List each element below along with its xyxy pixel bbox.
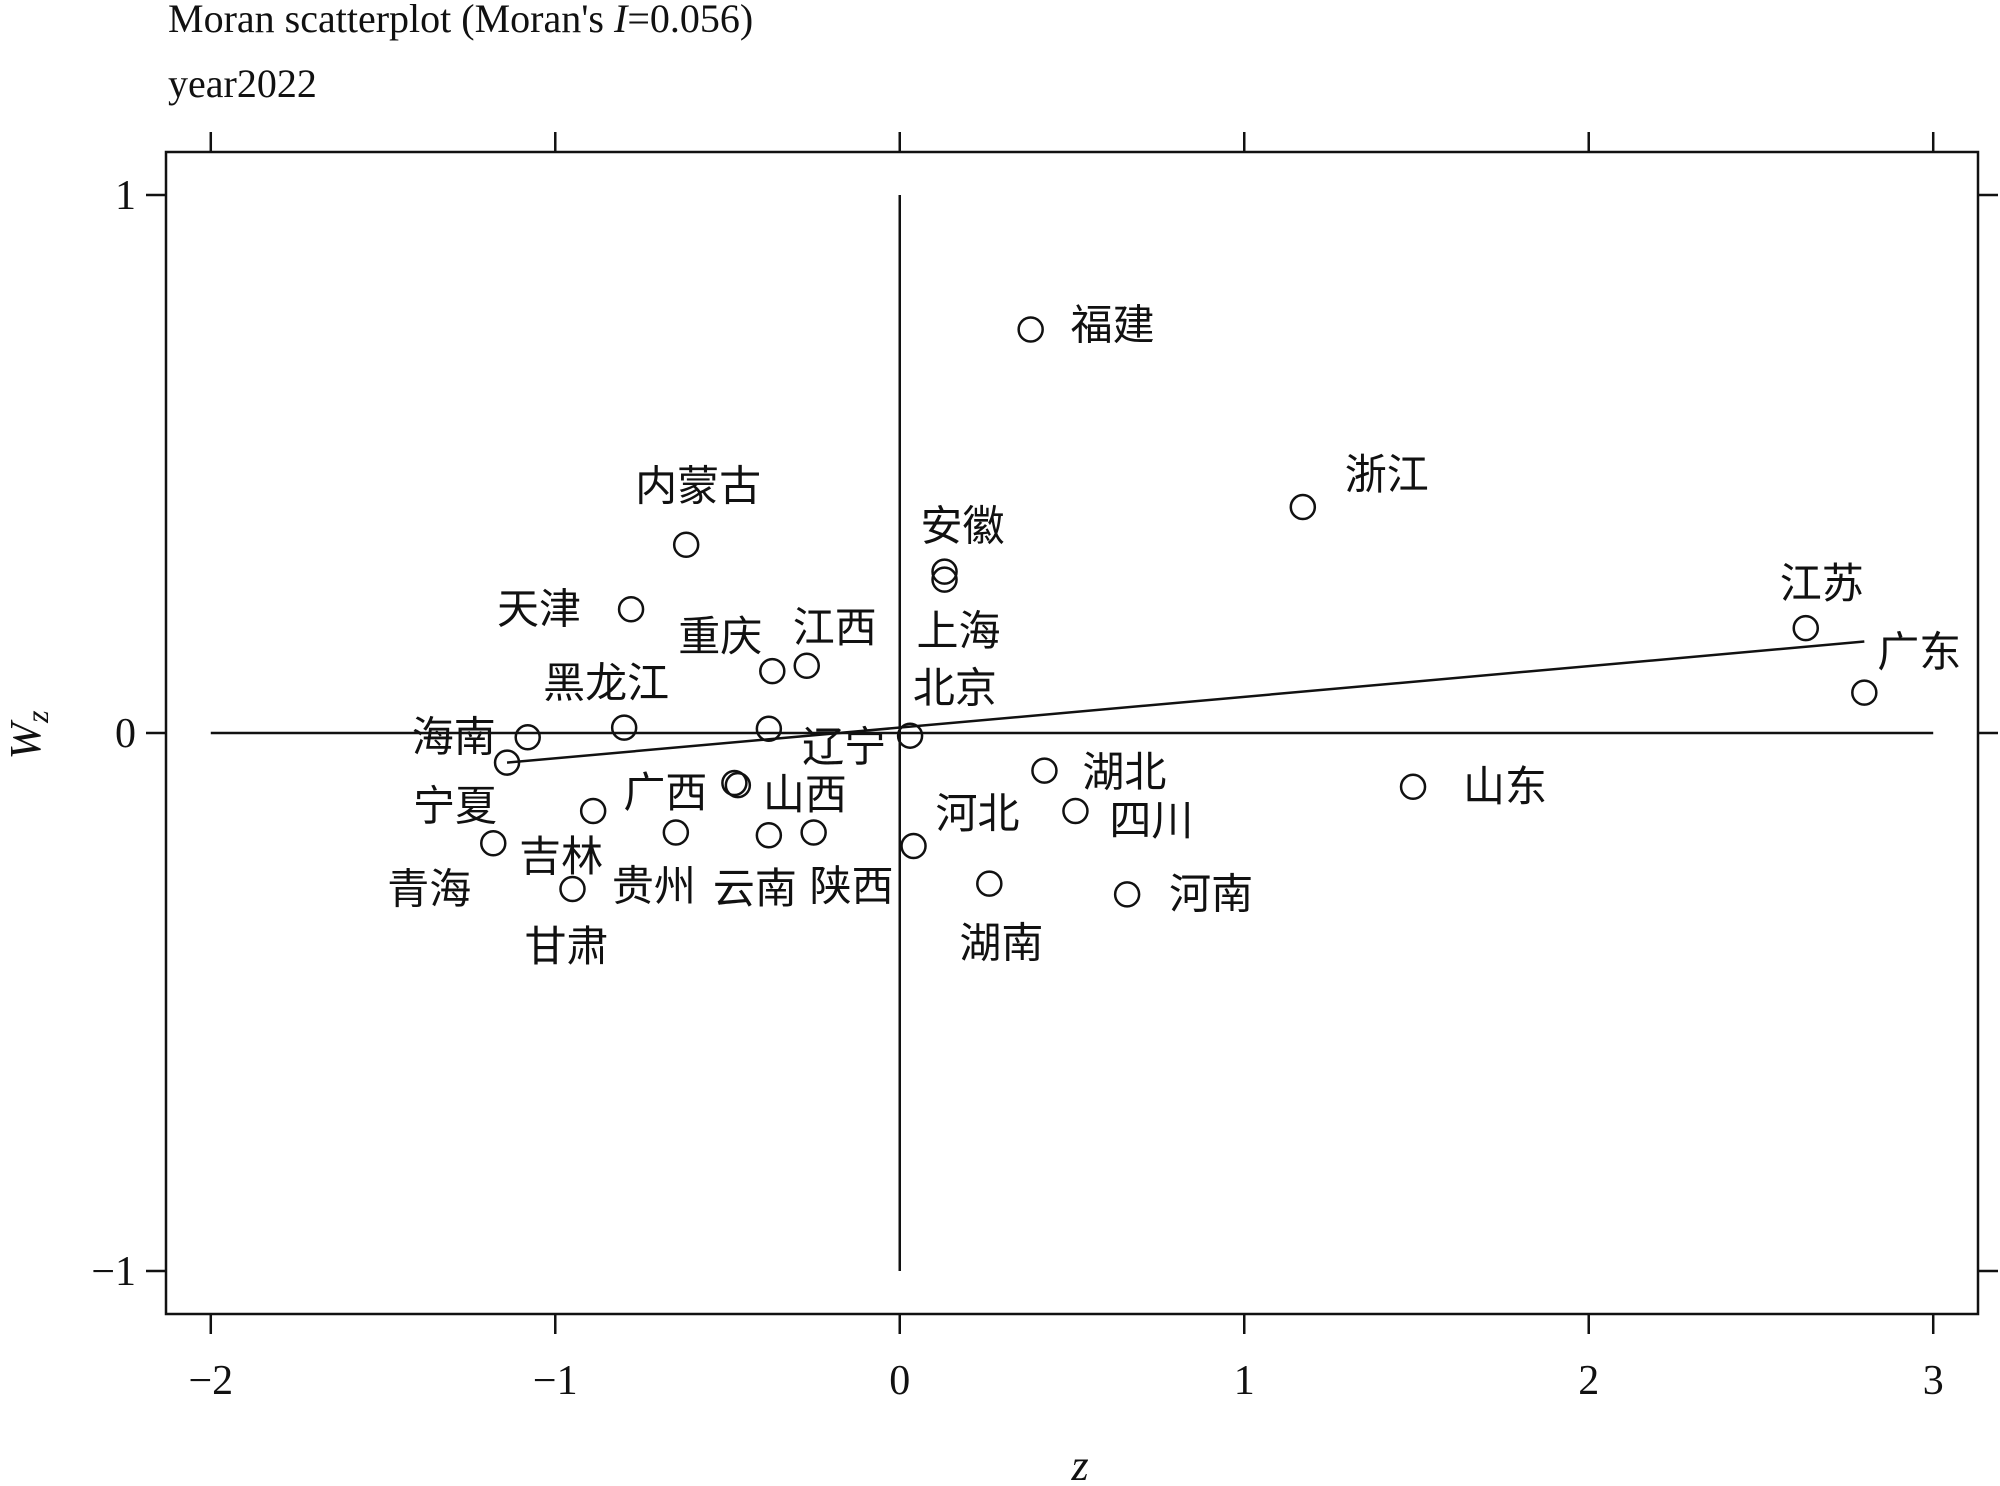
x-tick-label: 2 (1578, 1358, 1599, 1404)
y-axis-title: Wz (1, 710, 55, 760)
data-point (931, 566, 958, 593)
point-label: 天津 (497, 587, 581, 633)
x-tick-label: 0 (889, 1358, 910, 1404)
data-point (617, 596, 645, 623)
chart-subtitle: year2022 (168, 61, 317, 106)
data-point (1851, 679, 1878, 706)
data-point (900, 832, 927, 860)
data-point (559, 875, 586, 903)
point-label: 贵州 (612, 865, 696, 911)
data-point (755, 821, 783, 849)
data-point (662, 819, 690, 846)
point-label: 重庆 (678, 615, 762, 661)
point-label: 山西 (763, 773, 847, 819)
data-point (724, 771, 752, 799)
data-point (579, 797, 607, 825)
point-label: 辽宁 (802, 726, 886, 772)
point-label: 四川 (1109, 799, 1193, 845)
point-label: 青海 (387, 867, 471, 913)
point-label: 河北 (936, 792, 1020, 838)
y-tick-label: −1 (91, 1249, 136, 1295)
point-label: 江西 (793, 606, 877, 652)
data-point (514, 724, 541, 751)
point-label: 北京 (913, 666, 997, 713)
fit-line-layer (506, 640, 1865, 764)
data-point (793, 652, 820, 680)
data-point (1399, 773, 1427, 801)
data-point (493, 749, 521, 776)
x-tick-label: −2 (188, 1358, 233, 1404)
y-tick-label: 0 (115, 711, 136, 757)
x-axis-title: z (1070, 1441, 1088, 1486)
point-label: 甘肃 (524, 925, 608, 971)
y-tick-label: 1 (115, 173, 136, 219)
point-label: 内蒙古 (635, 465, 761, 511)
data-point (480, 830, 507, 857)
point-label: 上海 (917, 610, 1001, 656)
point-label: 黑龙江 (543, 662, 669, 708)
point-label: 广东 (1877, 630, 1961, 677)
x-tick-label: −1 (533, 1358, 578, 1404)
point-label: 宁夏 (413, 785, 497, 831)
data-point (931, 558, 958, 585)
point-label: 云南 (713, 867, 797, 913)
point-label: 山东 (1463, 764, 1547, 811)
point-label: 浙江 (1345, 453, 1429, 499)
data-point (721, 769, 748, 797)
regression-line (506, 640, 1865, 764)
x-tick-label: 1 (1234, 1358, 1255, 1404)
data-point (896, 722, 924, 749)
axes-layer: −2 −1 0 1 2 3 −1 0 1 (91, 132, 1998, 1404)
data-point (1289, 493, 1317, 521)
point-label: 陕西 (810, 865, 894, 911)
x-tick-label: 3 (1923, 1358, 1944, 1404)
data-points (480, 316, 1878, 908)
chart-title: Moran scatterplot (Moran's I=0.056) (168, 0, 753, 41)
data-point (1113, 881, 1141, 908)
point-label: 海南 (412, 715, 496, 761)
data-point (759, 657, 786, 685)
data-point (755, 715, 783, 742)
data-point (1031, 757, 1058, 784)
point-label: 吉林 (519, 835, 603, 881)
data-point (610, 714, 638, 741)
point-label: 湖北 (1082, 751, 1166, 797)
reference-lines (210, 195, 1934, 1271)
point-label: 广西 (623, 771, 707, 817)
point-label: 安徽 (921, 505, 1005, 551)
point-label: 河南 (1169, 872, 1253, 918)
data-point (976, 870, 1003, 897)
data-point (800, 819, 827, 846)
data-point (1792, 614, 1820, 642)
point-label: 福建 (1071, 304, 1155, 350)
data-point (1062, 797, 1089, 825)
point-label: 湖南 (959, 922, 1043, 968)
point-label: 江苏 (1780, 562, 1864, 608)
data-point (1017, 316, 1044, 343)
data-point (672, 531, 700, 558)
